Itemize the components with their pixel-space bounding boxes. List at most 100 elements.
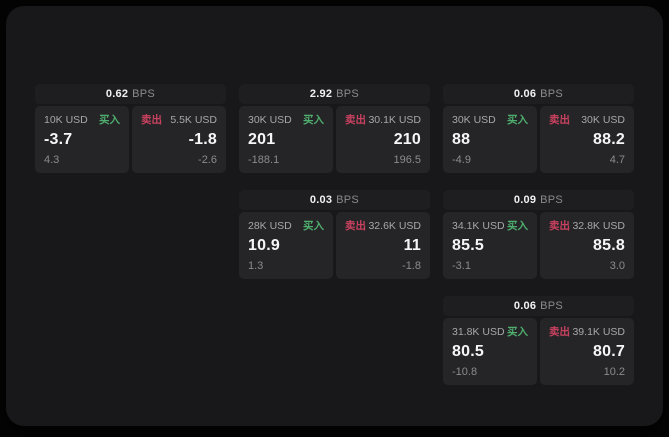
buy-amount: 31.8K USD [452,326,505,338]
quote-card: 0.06 BPS 30K USD 买入 88 -4.9 卖出 30K USD 8… [443,84,634,173]
sell-amount: 39.1K USD [572,326,625,338]
buy-delta: -4.9 [452,154,471,166]
buy-tile-header: 31.8K USD 买入 [452,326,528,338]
sell-side-badge: 卖出 [345,220,366,232]
sell-delta: 196.5 [393,154,421,166]
sell-tile-header: 卖出 30.1K USD [345,114,421,126]
bps-header: 0.09 BPS [443,190,634,210]
buy-amount: 30K USD [248,114,292,126]
sell-delta: -2.6 [198,154,217,166]
bps-unit-label: BPS [132,88,156,100]
quote-panels: 31.8K USD 买入 80.5 -10.8 卖出 39.1K USD 80.… [443,318,634,385]
buy-quote-tile[interactable]: 28K USD 买入 10.9 1.3 [239,212,333,279]
buy-side-badge: 买入 [507,326,528,338]
buy-amount: 10K USD [44,114,88,126]
bps-header: 0.06 BPS [443,84,634,104]
bps-value: 0.09 [513,194,537,206]
sell-side-badge: 卖出 [549,220,570,232]
quote-panels: 30K USD 买入 88 -4.9 卖出 30K USD 88.2 4.7 [443,106,634,173]
bps-unit-label: BPS [540,88,564,100]
buy-side-badge: 买入 [99,114,120,126]
sell-side-badge: 卖出 [549,326,570,338]
buy-price: -3.7 [44,131,73,148]
sell-side-badge: 卖出 [141,114,162,126]
sell-price: 88.2 [593,131,625,148]
quote-panels: 10K USD 买入 -3.7 4.3 卖出 5.5K USD -1.8 -2.… [35,106,226,173]
quote-card: 0.62 BPS 10K USD 买入 -3.7 4.3 卖出 5.5K USD… [35,84,226,173]
buy-side-badge: 买入 [303,220,324,232]
sell-price: -1.8 [188,131,217,148]
sell-price: 80.7 [593,343,625,360]
sell-delta: 4.7 [609,154,625,166]
buy-price: 85.5 [452,237,484,254]
sell-side-badge: 卖出 [549,114,570,126]
buy-side-badge: 买入 [303,114,324,126]
sell-quote-tile[interactable]: 卖出 5.5K USD -1.8 -2.6 [132,106,226,173]
buy-quote-tile[interactable]: 30K USD 买入 201 -188.1 [239,106,333,173]
sell-price: 85.8 [593,237,625,254]
buy-tile-header: 30K USD 买入 [248,114,324,126]
bps-header: 2.92 BPS [239,84,430,104]
sell-quote-tile[interactable]: 卖出 30K USD 88.2 4.7 [540,106,634,173]
buy-delta: 1.3 [248,260,264,272]
sell-amount: 32.8K USD [572,220,625,232]
sell-amount: 30.1K USD [368,114,421,126]
quote-panels: 28K USD 买入 10.9 1.3 卖出 32.6K USD 11 -1.8 [239,212,430,279]
sell-tile-header: 卖出 32.6K USD [345,220,421,232]
sell-tile-header: 卖出 39.1K USD [549,326,625,338]
bps-unit-label: BPS [336,88,360,100]
buy-tile-header: 34.1K USD 买入 [452,220,528,232]
buy-quote-tile[interactable]: 30K USD 买入 88 -4.9 [443,106,537,173]
bps-value: 0.06 [513,88,537,100]
buy-amount: 28K USD [248,220,292,232]
bps-header: 0.06 BPS [443,296,634,316]
buy-tile-header: 10K USD 买入 [44,114,120,126]
buy-quote-tile[interactable]: 34.1K USD 买入 85.5 -3.1 [443,212,537,279]
buy-price: 10.9 [248,237,280,254]
bps-value: 0.03 [309,194,333,206]
buy-side-badge: 买入 [507,220,528,232]
sell-delta: -1.8 [402,260,421,272]
bps-header: 0.62 BPS [35,84,226,104]
bps-unit-label: BPS [540,194,564,206]
buy-delta: -188.1 [248,154,280,166]
buy-amount: 34.1K USD [452,220,505,232]
sell-amount: 30K USD [581,114,625,126]
sell-amount: 32.6K USD [368,220,421,232]
buy-price: 88 [452,131,471,148]
buy-delta: -10.8 [452,366,478,378]
sell-tile-header: 卖出 32.8K USD [549,220,625,232]
quote-card: 2.92 BPS 30K USD 买入 201 -188.1 卖出 30.1K … [239,84,430,173]
quote-panels: 34.1K USD 买入 85.5 -3.1 卖出 32.8K USD 85.8… [443,212,634,279]
bps-unit-label: BPS [336,194,360,206]
buy-side-badge: 买入 [507,114,528,126]
sell-tile-header: 卖出 5.5K USD [141,114,217,126]
sell-delta: 3.0 [609,260,625,272]
sell-side-badge: 卖出 [345,114,366,126]
quote-panels: 30K USD 买入 201 -188.1 卖出 30.1K USD 210 1… [239,106,430,173]
sell-amount: 5.5K USD [170,114,217,126]
buy-tile-header: 28K USD 买入 [248,220,324,232]
sell-price: 210 [393,131,421,148]
sell-quote-tile[interactable]: 卖出 30.1K USD 210 196.5 [336,106,430,173]
buy-price: 80.5 [452,343,484,360]
bps-value: 0.06 [513,300,537,312]
buy-delta: 4.3 [44,154,60,166]
sell-quote-tile[interactable]: 卖出 32.6K USD 11 -1.8 [336,212,430,279]
buy-delta: -3.1 [452,260,471,272]
sell-quote-tile[interactable]: 卖出 32.8K USD 85.8 3.0 [540,212,634,279]
quote-card: 0.06 BPS 31.8K USD 买入 80.5 -10.8 卖出 39.1… [443,296,634,385]
buy-amount: 30K USD [452,114,496,126]
buy-quote-tile[interactable]: 31.8K USD 买入 80.5 -10.8 [443,318,537,385]
buy-price: 201 [248,131,276,148]
quote-card: 0.09 BPS 34.1K USD 买入 85.5 -3.1 卖出 32.8K… [443,190,634,279]
buy-quote-tile[interactable]: 10K USD 买入 -3.7 4.3 [35,106,129,173]
bps-value: 0.62 [105,88,129,100]
sell-quote-tile[interactable]: 卖出 39.1K USD 80.7 10.2 [540,318,634,385]
sell-tile-header: 卖出 30K USD [549,114,625,126]
bps-value: 2.92 [309,88,333,100]
buy-tile-header: 30K USD 买入 [452,114,528,126]
quote-card: 0.03 BPS 28K USD 买入 10.9 1.3 卖出 32.6K US… [239,190,430,279]
sell-delta: 10.2 [603,366,625,378]
